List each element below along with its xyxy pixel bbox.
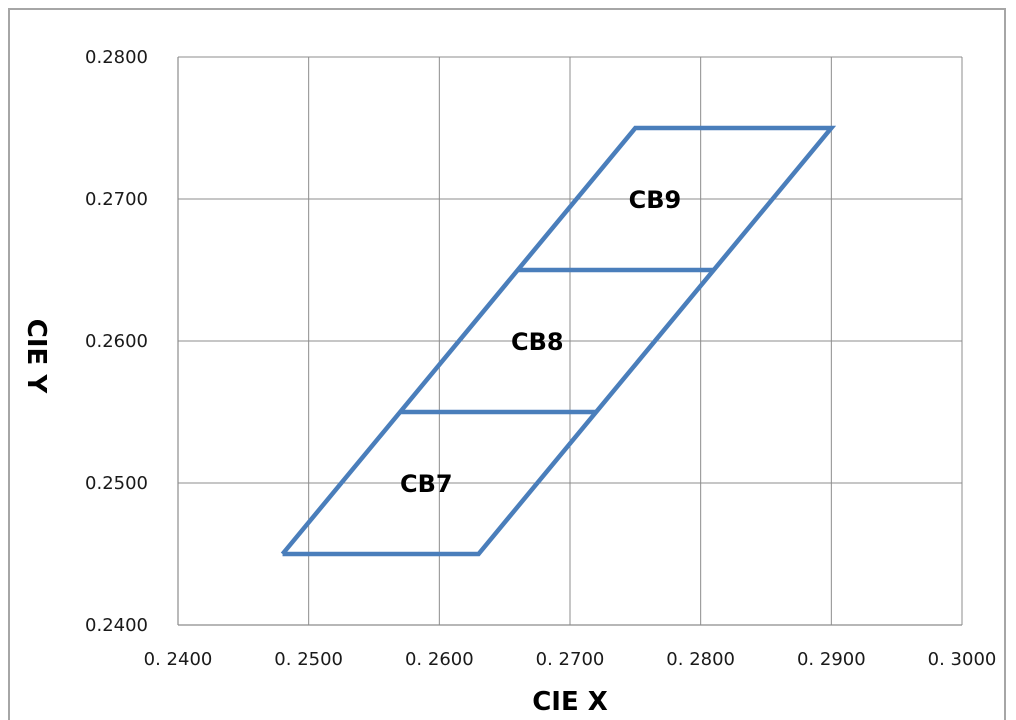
- x-tick-label: 0. 2500: [274, 649, 343, 670]
- x-axis-title: CIE X: [532, 687, 608, 717]
- region-label-cb7: CB7: [400, 470, 453, 498]
- x-tick-label: 0. 2800: [666, 649, 735, 670]
- grid: [177, 56, 963, 626]
- x-tick-label: 0. 2700: [536, 649, 605, 670]
- series: [280, 125, 837, 557]
- y-tick-label: 0.2500: [85, 473, 148, 494]
- y-tick-label: 0.2600: [85, 331, 148, 352]
- y-tick-label: 0.2800: [85, 47, 148, 68]
- region-label-cb8: CB8: [511, 328, 564, 356]
- annotations: CB9 CB8 CB7: [400, 186, 681, 498]
- tick-labels: 0. 2400 0. 2500 0. 2600 0. 2700 0. 2800 0. 29…: [85, 47, 996, 670]
- region-label-cb9: CB9: [629, 186, 682, 214]
- y-tick-label: 0.2700: [85, 189, 148, 210]
- y-tick-label: 0.2400: [85, 615, 148, 636]
- x-tick-label: 0. 2600: [405, 649, 474, 670]
- x-tick-label: 0. 3000: [928, 649, 997, 670]
- y-axis-title: CIE Y: [21, 319, 51, 395]
- x-tick-label: 0. 2400: [144, 649, 213, 670]
- x-tick-label: 0. 2900: [797, 649, 866, 670]
- chart-frame: [8, 8, 1006, 720]
